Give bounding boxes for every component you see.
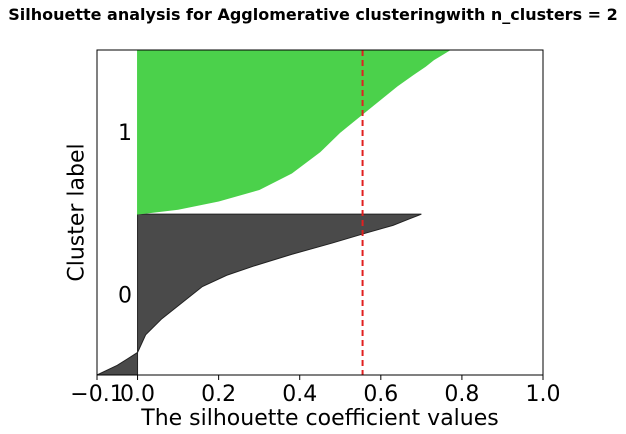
x-tick-label: 0.6	[363, 382, 398, 407]
x-tick-label: 0.4	[282, 382, 317, 407]
cluster-0-silhouette	[96, 213, 422, 376]
y-axis-label: Cluster label	[65, 143, 90, 281]
x-tick-label: 0.2	[201, 382, 236, 407]
cluster-label-0: 0	[118, 284, 132, 309]
x-tick-label: 0.0	[120, 382, 155, 407]
x-tick-label: −0.1	[70, 382, 123, 407]
chart-title: Silhouette analysis for Agglomerative cl…	[8, 5, 618, 24]
x-tick-label: 1.0	[526, 382, 561, 407]
x-tick-label: 0.8	[444, 382, 479, 407]
cluster-1-silhouette	[137, 49, 452, 215]
x-axis-label: The silhouette coefficient values	[140, 406, 498, 431]
plot-area-frame	[96, 49, 544, 376]
cluster-label-1: 1	[118, 121, 132, 146]
y-axis-cluster-labels: 01	[118, 121, 132, 309]
clusters-layer	[96, 49, 452, 376]
x-axis-ticks: −0.10.0 0.2 0.4 0.6 0.8 1.0	[70, 375, 561, 407]
